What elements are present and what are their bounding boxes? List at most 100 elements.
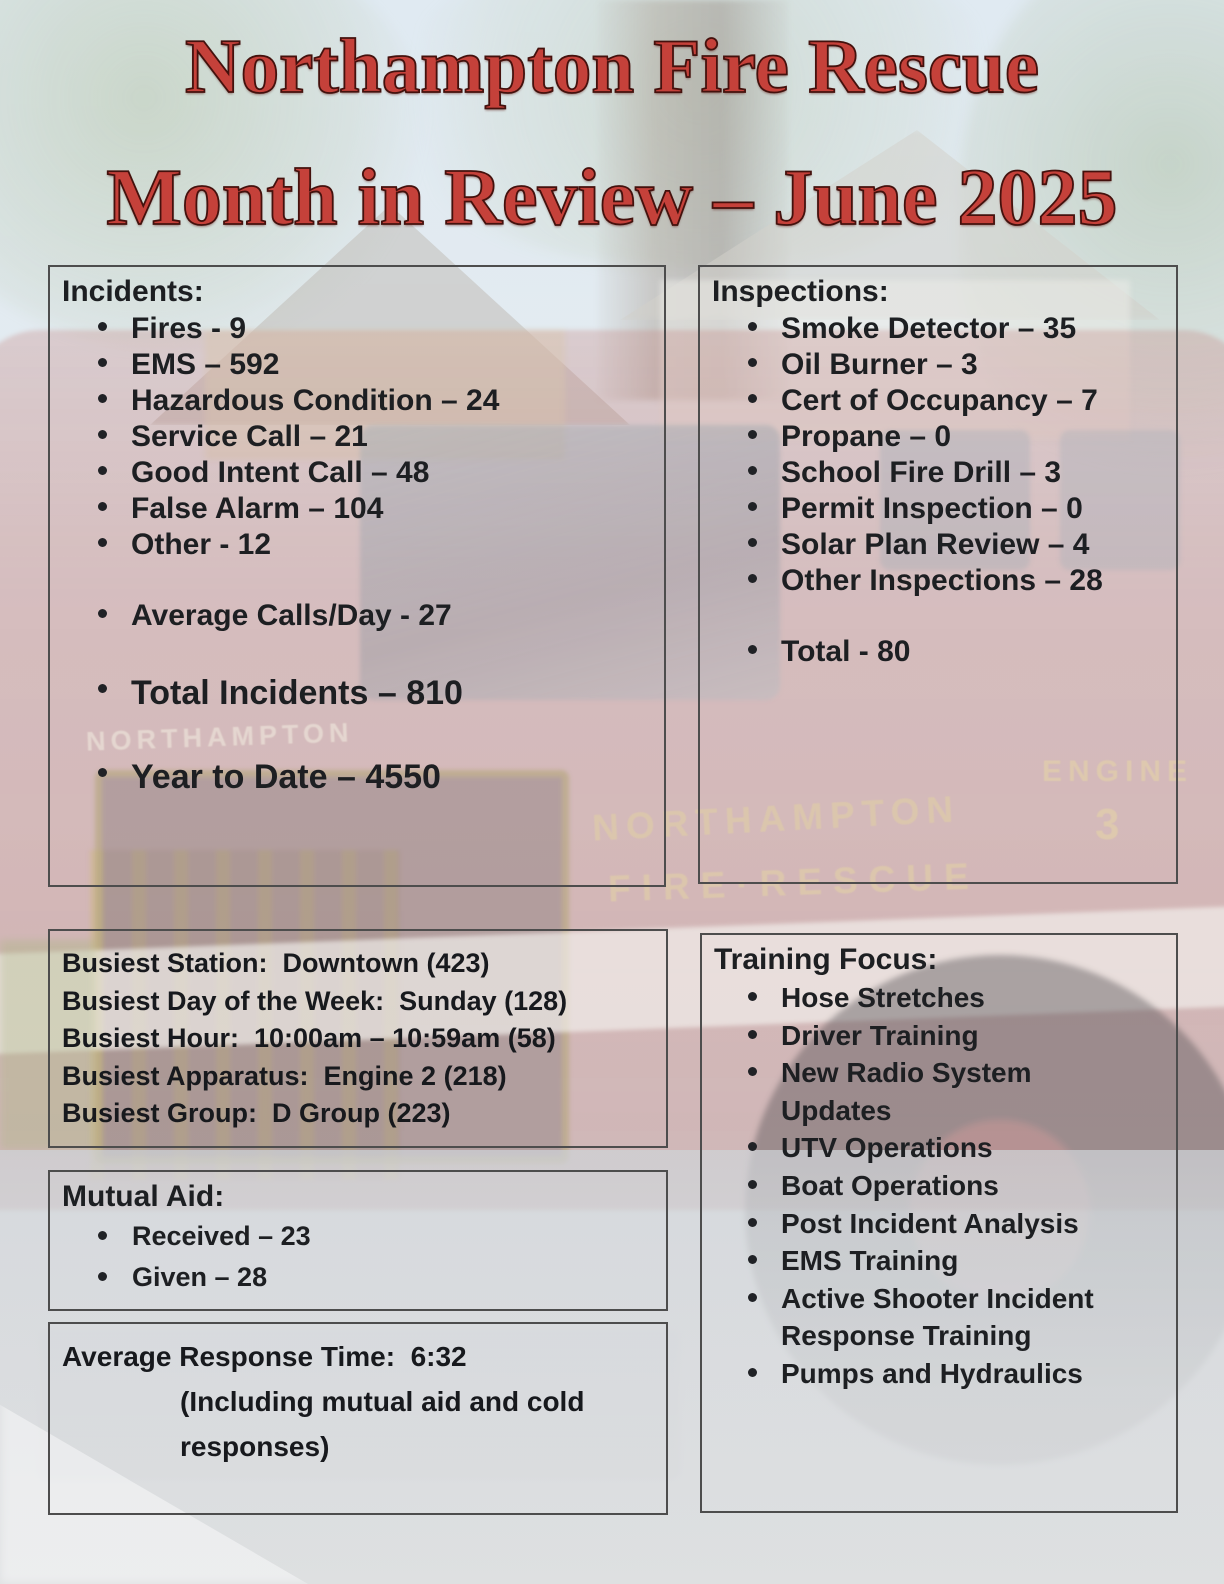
bg-fire-truck-body xyxy=(0,330,1224,1210)
list-item-label: Pumps and Hydraulics xyxy=(781,1357,1083,1389)
response-time-detail: (Including mutual aid and cold responses… xyxy=(180,1386,585,1462)
bullet-icon xyxy=(748,992,757,1001)
list-item-label: Good Intent Call – 48 xyxy=(131,456,430,489)
bullet-icon xyxy=(98,394,107,403)
list-item-label: Cert of Occupancy – 7 xyxy=(781,384,1098,417)
list-item-label: Solar Plan Review – 4 xyxy=(781,528,1090,561)
bullet-icon xyxy=(748,645,757,654)
training-heading: Training Focus: xyxy=(714,943,938,976)
response-time-label: Average Response Time: 6:32 xyxy=(62,1341,467,1372)
bullet-icon xyxy=(98,430,107,439)
bg-truck-side-window xyxy=(880,430,1030,570)
list-item: Total Incidents – 810 xyxy=(50,673,664,713)
list-item-label: EMS – 592 xyxy=(131,348,280,381)
bullet-icon xyxy=(748,322,757,331)
list-item-label: Given – 28 xyxy=(132,1262,268,1292)
list-item: Hose Stretches xyxy=(702,979,1176,1017)
bullet-icon xyxy=(748,394,757,403)
bg-house-right-wall xyxy=(660,280,1130,440)
bullet-icon xyxy=(748,1217,757,1227)
bg-truck-windshield xyxy=(360,425,780,700)
bullet-icon xyxy=(98,502,107,511)
list-item-label: Propane – 0 xyxy=(781,420,952,453)
year-to-date-label: Year to Date – 4550 xyxy=(131,758,441,796)
bullet-icon xyxy=(98,358,107,367)
bullet-icon xyxy=(748,1029,757,1039)
bullet-icon xyxy=(98,466,107,475)
list-item: Average Calls/Day - 27 xyxy=(50,598,664,634)
bg-truck-engine-number: 3 xyxy=(1095,800,1119,850)
average-calls-label: Average Calls/Day - 27 xyxy=(131,599,452,632)
list-item-label: Other - 12 xyxy=(131,528,272,561)
inspections-total-label: Total - 80 xyxy=(781,635,911,668)
list-item: Propane – 0 xyxy=(700,419,1176,455)
page-title: Northampton Fire Rescue xyxy=(184,23,1040,109)
list-item: Good Intent Call – 48 xyxy=(50,455,664,491)
bg-grass xyxy=(0,940,95,1150)
list-item: False Alarm – 104 xyxy=(50,491,664,527)
list-item-label: Fires - 9 xyxy=(131,312,247,345)
page-subtitle: Month in Review – June 2025 xyxy=(106,154,1119,242)
bullet-icon xyxy=(748,1179,757,1189)
training-focus-panel: Training Focus: Hose Stretches Driver Tr… xyxy=(700,933,1178,1513)
incidents-summary-list: Average Calls/Day - 27 Total Incidents –… xyxy=(50,598,664,797)
list-item: Smoke Detector – 35 xyxy=(700,311,1176,347)
training-list: Hose Stretches Driver Training New Radio… xyxy=(702,979,1176,1393)
bullet-icon xyxy=(98,768,107,777)
inspections-list: Smoke Detector – 35 Oil Burner – 3 Cert … xyxy=(700,311,1176,599)
list-item-label: Active Shooter Incident Response Trainin… xyxy=(781,1282,1094,1352)
list-item-label: Received – 23 xyxy=(132,1221,311,1251)
list-item: Post Incident Analysis xyxy=(702,1205,1176,1243)
incidents-heading: Incidents: xyxy=(62,275,204,308)
list-item: Permit Inspection – 0 xyxy=(700,491,1176,527)
inspections-total-list: Total - 80 xyxy=(700,634,1176,670)
list-item-label: Hose Stretches xyxy=(781,982,985,1013)
list-item-label: False Alarm – 104 xyxy=(131,492,384,525)
bullet-icon xyxy=(748,358,757,367)
list-item: Other - 12 xyxy=(50,527,664,563)
bullet-icon xyxy=(748,1255,757,1265)
list-item: Service Call – 21 xyxy=(50,419,664,455)
bullet-icon xyxy=(748,1142,757,1152)
list-item-label: New Radio System Updates xyxy=(781,1057,1032,1126)
bg-truck-side-window xyxy=(1060,430,1180,570)
list-item-label: Oil Burner – 3 xyxy=(781,348,978,381)
list-item-label: School Fire Drill – 3 xyxy=(781,456,1062,489)
list-item: Given – 28 xyxy=(50,1257,666,1298)
busiest-stat-line: Busiest Day of the Week: Sunday (128) xyxy=(62,985,568,1016)
list-item-label: Other Inspections – 28 xyxy=(781,564,1103,597)
incidents-list: Fires - 9 EMS – 592 Hazardous Condition … xyxy=(50,311,664,563)
bullet-icon xyxy=(748,466,757,475)
list-item: Solar Plan Review – 4 xyxy=(700,527,1176,563)
busiest-stat-line: Busiest Hour: 10:00am – 10:59am (58) xyxy=(62,1023,556,1053)
list-item: EMS – 592 xyxy=(50,347,664,383)
bullet-icon xyxy=(98,1272,107,1281)
list-item: EMS Training xyxy=(702,1242,1176,1280)
list-item-label: Service Call – 21 xyxy=(131,420,368,453)
list-item-label: Smoke Detector – 35 xyxy=(781,312,1077,345)
bg-truck-engine-lettering: ENGINE xyxy=(1042,755,1193,789)
busiest-stats-panel: Busiest Station: Downtown (423) Busiest … xyxy=(48,929,668,1148)
bullet-icon xyxy=(748,1067,757,1077)
bullet-icon xyxy=(748,1367,757,1377)
list-item: Year to Date – 4550 xyxy=(50,757,664,797)
list-item-label: Permit Inspection – 0 xyxy=(781,492,1083,525)
bullet-icon xyxy=(98,684,107,693)
bullet-icon xyxy=(98,538,107,547)
bg-house-left-wall xyxy=(205,330,565,460)
busiest-stat-line: Busiest Group: D Group (223) xyxy=(62,1098,451,1128)
bullet-icon xyxy=(748,574,757,583)
list-item-label: Hazardous Condition – 24 xyxy=(131,384,500,417)
incidents-panel: Incidents: Fires - 9 EMS – 592 Hazardous… xyxy=(48,265,666,887)
list-item: Received – 23 xyxy=(50,1216,666,1257)
list-item-label: Boat Operations xyxy=(781,1169,999,1201)
list-item-label: UTV Operations xyxy=(781,1132,993,1164)
list-item: Hazardous Condition – 24 xyxy=(50,383,664,419)
bullet-icon xyxy=(748,538,757,547)
busiest-lines: Busiest Station: Downtown (423) Busiest … xyxy=(50,931,666,1133)
list-item-label: Driver Training xyxy=(781,1019,979,1051)
mutual-aid-panel: Mutual Aid: Received – 23 Given – 28 xyxy=(48,1170,668,1311)
list-item: Driver Training xyxy=(702,1017,1176,1055)
